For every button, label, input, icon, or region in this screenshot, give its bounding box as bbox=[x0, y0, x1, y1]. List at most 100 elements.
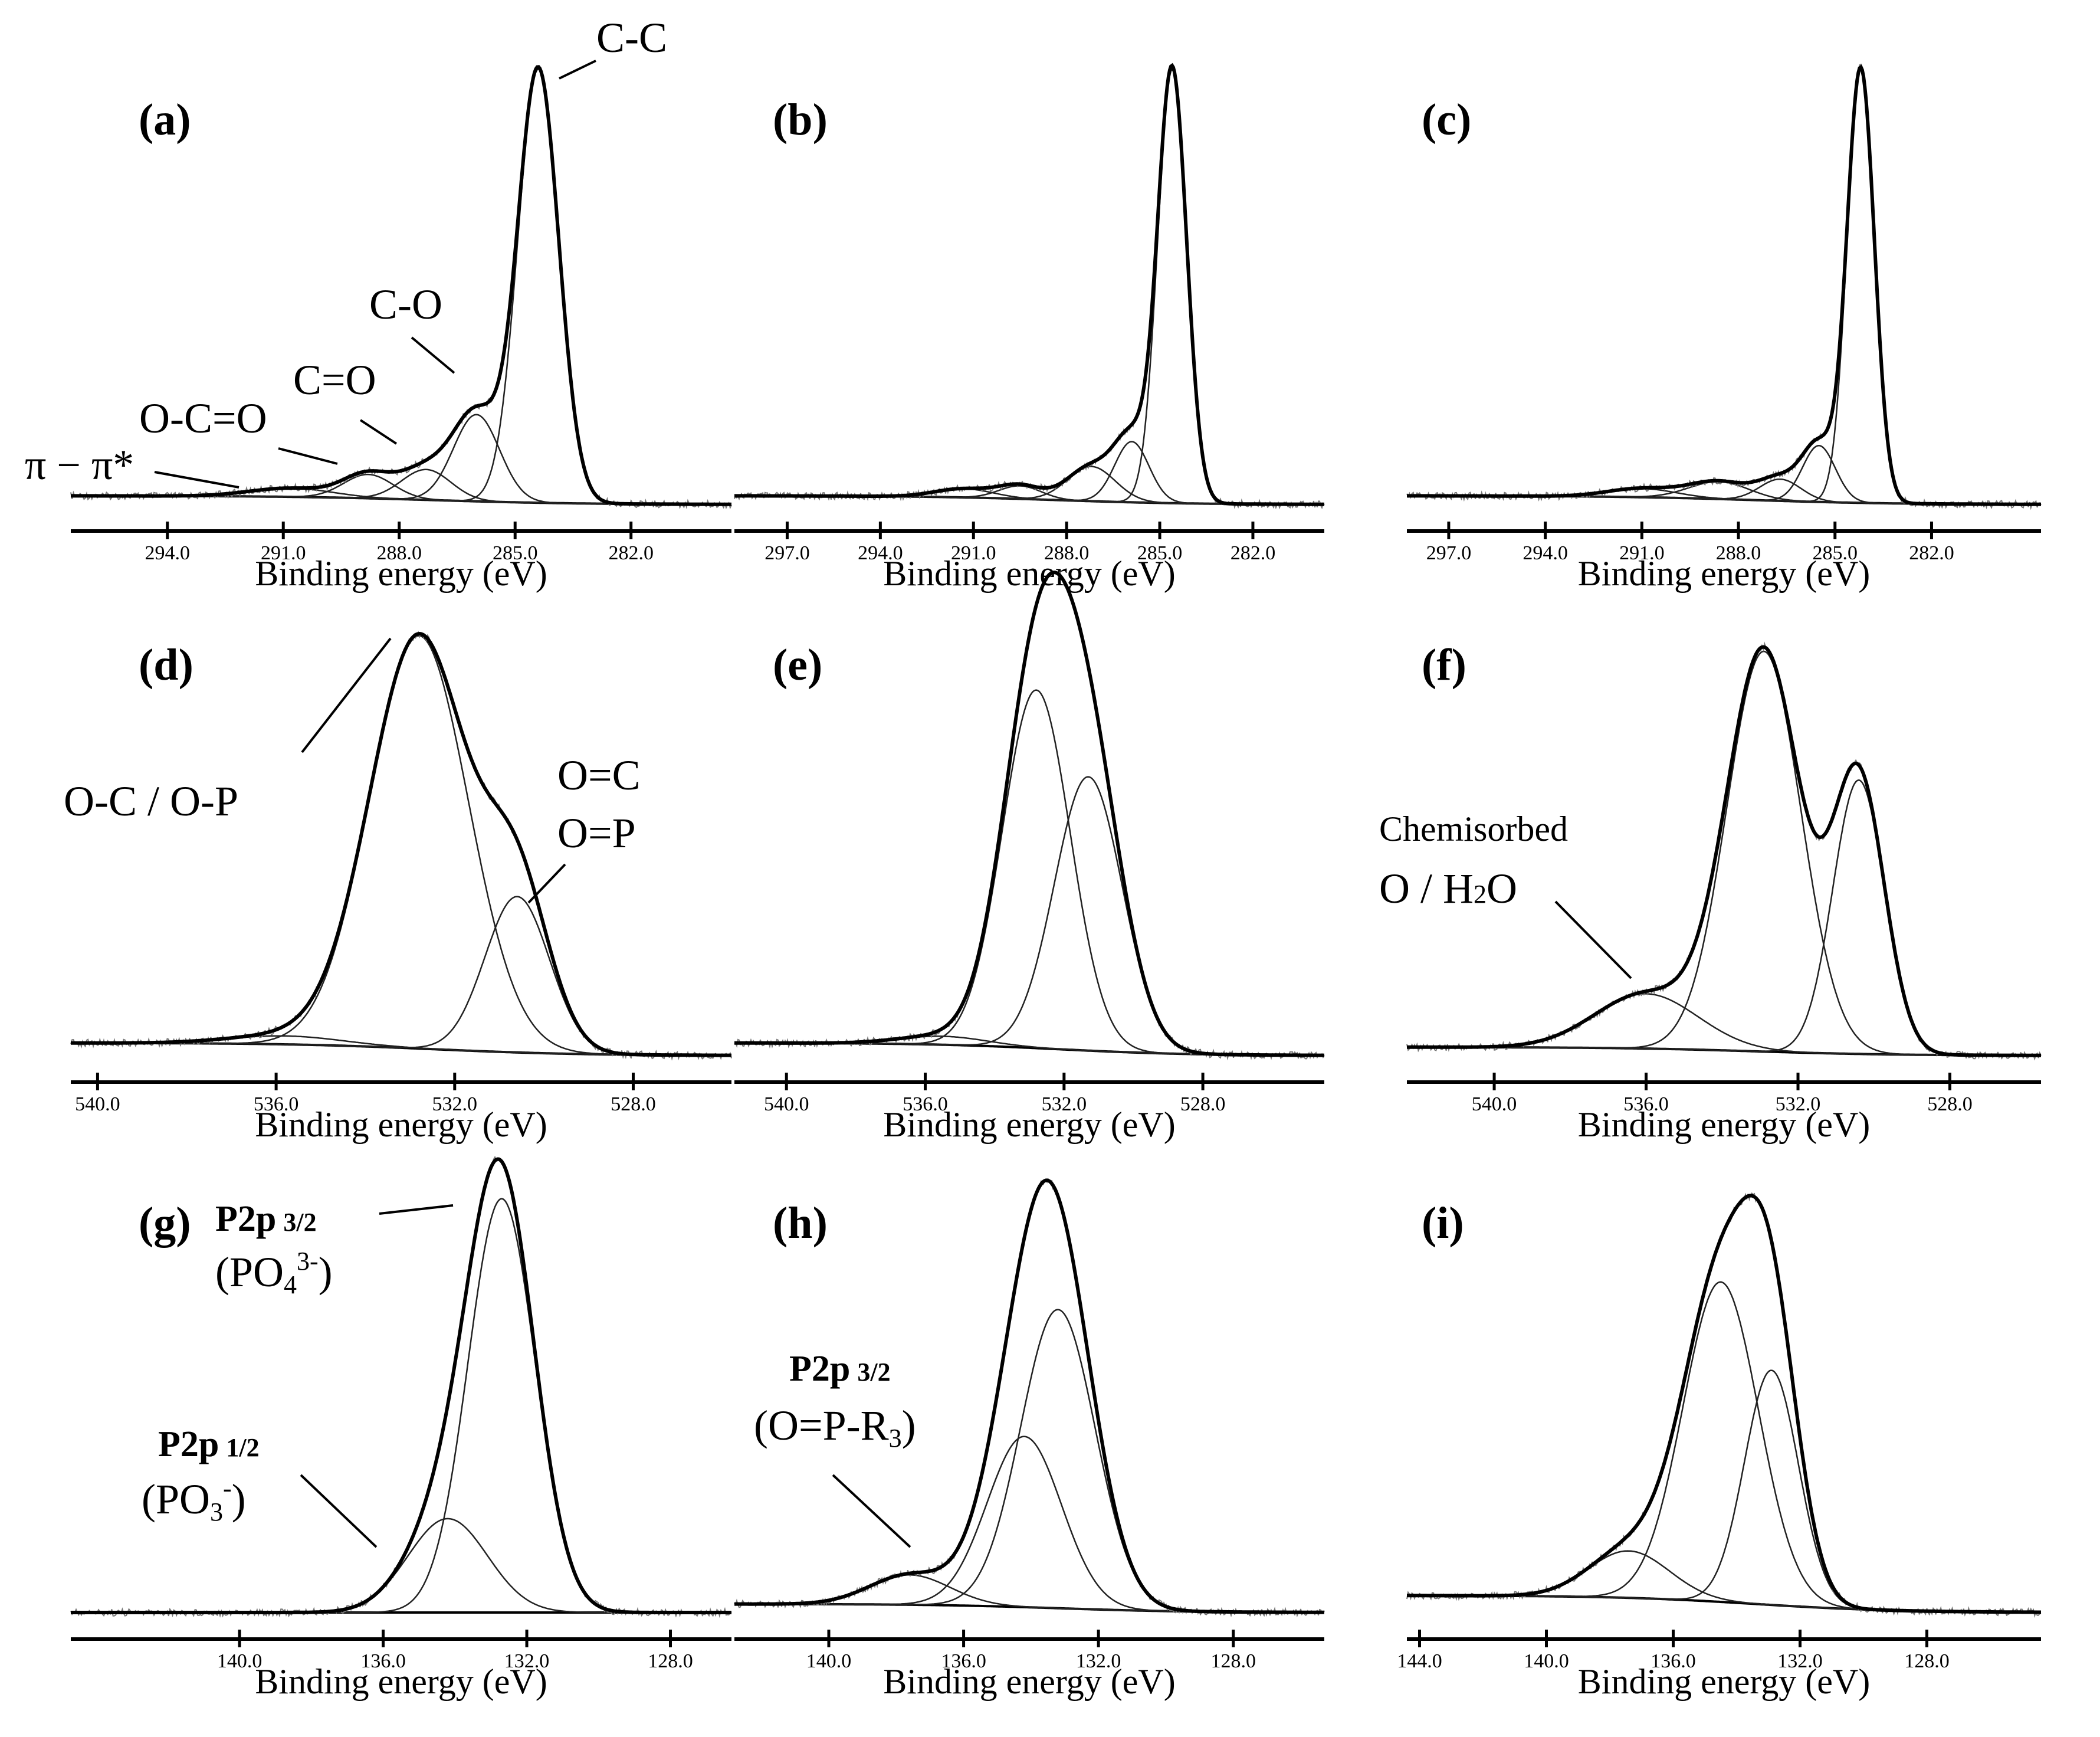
x-tick-label: 282.0 bbox=[608, 542, 654, 564]
chart-panel-f: (f) 540.0 536.0 532.0 528.0 Binding energy (e… bbox=[1406, 640, 2042, 1144]
x-axis-title: Binding energy (eV) bbox=[1578, 1105, 1870, 1144]
component-peak bbox=[1407, 68, 2041, 505]
x-axis-title: Binding energy (eV) bbox=[255, 554, 547, 593]
x-tick-label: 540.0 bbox=[1472, 1093, 1517, 1115]
label-o-p-r3: (O=P-R3) bbox=[754, 1402, 916, 1453]
x-tick-label: 282.0 bbox=[1909, 542, 1954, 564]
x-tick-label: 291.0 bbox=[951, 542, 996, 564]
x-tick-label: 136.0 bbox=[1651, 1650, 1696, 1672]
component-peak bbox=[71, 1518, 731, 1614]
x-tick-label: 532.0 bbox=[1776, 1093, 1821, 1115]
envelope-fit bbox=[71, 631, 731, 1057]
x-tick-label: 540.0 bbox=[75, 1093, 120, 1115]
x-tick-label: 136.0 bbox=[360, 1650, 406, 1672]
x-tick-label: 294.0 bbox=[145, 542, 190, 564]
x-axis-title: Binding energy (eV) bbox=[883, 554, 1175, 593]
envelope-fit bbox=[734, 63, 1324, 506]
label-c-c: C-C bbox=[596, 14, 667, 61]
x-axis-title: Binding energy (eV) bbox=[255, 1105, 547, 1144]
envelope-fit bbox=[1407, 645, 2041, 1057]
x-tick-label: 140.0 bbox=[217, 1650, 262, 1672]
x-tick-label: 136.0 bbox=[941, 1650, 986, 1672]
x-axis-title: Binding energy (eV) bbox=[883, 1105, 1175, 1144]
label-o-c-double-o: O-C=O bbox=[139, 395, 267, 442]
component-peak bbox=[1407, 650, 2041, 1057]
x-tick-label: 285.0 bbox=[493, 542, 538, 564]
panel-label: (c) bbox=[1422, 95, 1471, 145]
x-tick-label: 528.0 bbox=[611, 1093, 656, 1115]
envelope-fit bbox=[734, 571, 1324, 1057]
label-o-double-c: O=C bbox=[557, 752, 641, 799]
x-tick-label: 536.0 bbox=[1623, 1093, 1669, 1115]
x-tick-label: 532.0 bbox=[432, 1093, 478, 1115]
chart-panel-g: (g) 140.0 136.0 132.0 128.0 Binding energy (e… bbox=[70, 1155, 732, 1701]
x-tick-label: 297.0 bbox=[1426, 542, 1472, 564]
envelope-fit bbox=[1407, 1194, 2041, 1614]
component-peak bbox=[734, 1436, 1325, 1614]
component-peak bbox=[1407, 478, 2041, 505]
component-peak bbox=[734, 689, 1324, 1056]
envelope-fit bbox=[1407, 64, 2041, 506]
component-peak bbox=[734, 776, 1324, 1056]
panel-label: (e) bbox=[773, 640, 822, 690]
chart-panel-c: (c) 297.0 294.0 291.0 288.0 285.0 282.0 Binding… bbox=[1406, 63, 2042, 593]
label-p2p-1-2-g: P2p 1/2 bbox=[158, 1424, 260, 1464]
chart-panel-i: (i) 144.0 140.0 136.0 132.0 128.0 Binding ener… bbox=[1397, 1192, 2042, 1701]
annotations: C-C C-O C=O O-C=O π − π* O-C / O-P O=C O… bbox=[25, 14, 1568, 1526]
component-peak bbox=[71, 1198, 731, 1614]
component-peak bbox=[734, 1574, 1325, 1614]
x-tick-label: 294.0 bbox=[858, 542, 903, 564]
component-peak bbox=[734, 1035, 1324, 1056]
x-axis-title: Binding energy (eV) bbox=[883, 1662, 1175, 1701]
component-peak bbox=[71, 896, 731, 1056]
x-tick-label: 536.0 bbox=[254, 1093, 299, 1115]
label-o-c-o-p: O-C / O-P bbox=[64, 778, 238, 825]
x-tick-label: 282.0 bbox=[1231, 542, 1276, 564]
x-tick-label: 140.0 bbox=[806, 1650, 852, 1672]
panel-label: (d) bbox=[139, 640, 193, 690]
x-tick-label: 291.0 bbox=[1619, 542, 1665, 564]
x-tick-label: 128.0 bbox=[1210, 1650, 1256, 1672]
x-tick-label: 291.0 bbox=[261, 542, 306, 564]
x-tick-label: 144.0 bbox=[1397, 1650, 1442, 1672]
label-chemisorbed: Chemisorbed bbox=[1379, 809, 1568, 848]
envelope-fit bbox=[734, 1178, 1325, 1614]
x-tick-label: 132.0 bbox=[1777, 1650, 1823, 1672]
x-tick-label: 140.0 bbox=[1524, 1650, 1569, 1672]
panel-label: (a) bbox=[139, 95, 191, 145]
x-axis-title: Binding energy (eV) bbox=[1578, 554, 1870, 593]
panel-label: (i) bbox=[1422, 1198, 1464, 1248]
x-axis-title: Binding energy (eV) bbox=[255, 1662, 547, 1701]
panel-label: (g) bbox=[139, 1198, 191, 1248]
label-c-double-o: C=O bbox=[293, 356, 376, 404]
x-tick-label: 285.0 bbox=[1137, 542, 1183, 564]
x-tick-label: 128.0 bbox=[1904, 1650, 1950, 1672]
component-peak bbox=[1407, 1369, 2041, 1613]
panel-label: (f) bbox=[1422, 640, 1466, 690]
chart-panel-a: (a) 294.0 291.0 288.0 285.0 282.0 Binding ener… bbox=[70, 65, 732, 593]
label-o-double-p: O=P bbox=[557, 809, 636, 857]
leader-lines bbox=[154, 60, 1632, 1548]
label-p2p-3-2-g: P2p 3/2 bbox=[215, 1199, 317, 1239]
x-tick-label: 528.0 bbox=[1927, 1093, 1973, 1115]
x-tick-label: 288.0 bbox=[1044, 542, 1090, 564]
x-tick-label: 288.0 bbox=[1716, 542, 1761, 564]
x-tick-label: 288.0 bbox=[376, 542, 422, 564]
label-c-o: C-O bbox=[369, 281, 442, 328]
label-po3: (PO3-) bbox=[142, 1474, 246, 1526]
label-pi-pi-star: π − π* bbox=[25, 441, 134, 489]
x-tick-label: 297.0 bbox=[764, 542, 810, 564]
raw-spectrum bbox=[70, 65, 732, 510]
chart-panel-h: (h) 140.0 136.0 132.0 128.0 Binding energy (e… bbox=[734, 1178, 1325, 1701]
component-peak bbox=[1407, 481, 2041, 505]
x-tick-label: 528.0 bbox=[1180, 1093, 1226, 1115]
x-tick-label: 536.0 bbox=[903, 1093, 948, 1115]
x-tick-label: 294.0 bbox=[1522, 542, 1568, 564]
envelope-fit bbox=[71, 65, 731, 506]
x-tick-label: 540.0 bbox=[764, 1093, 809, 1115]
x-axis-title: Binding energy (eV) bbox=[1578, 1662, 1870, 1701]
label-po4: (PO43-) bbox=[215, 1247, 333, 1299]
x-tick-label: 128.0 bbox=[648, 1650, 693, 1672]
chart-panel-b: (b) 297.0 294.0 291.0 288.0 285.0 282.0 Binding… bbox=[734, 63, 1325, 593]
